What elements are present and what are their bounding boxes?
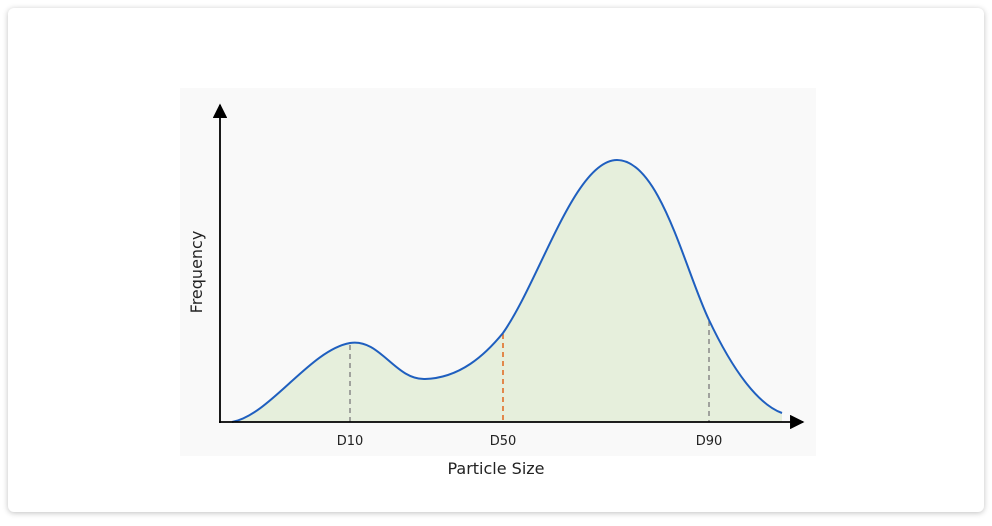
marker-label: D90 [696,434,723,449]
curve [231,158,783,423]
y-axis-label: Frequency [187,231,206,314]
marker-label: D50 [490,434,517,449]
x-axis-label: Particle Size [447,459,544,478]
marker-label: D10 [337,434,364,449]
curve-area [232,160,782,422]
